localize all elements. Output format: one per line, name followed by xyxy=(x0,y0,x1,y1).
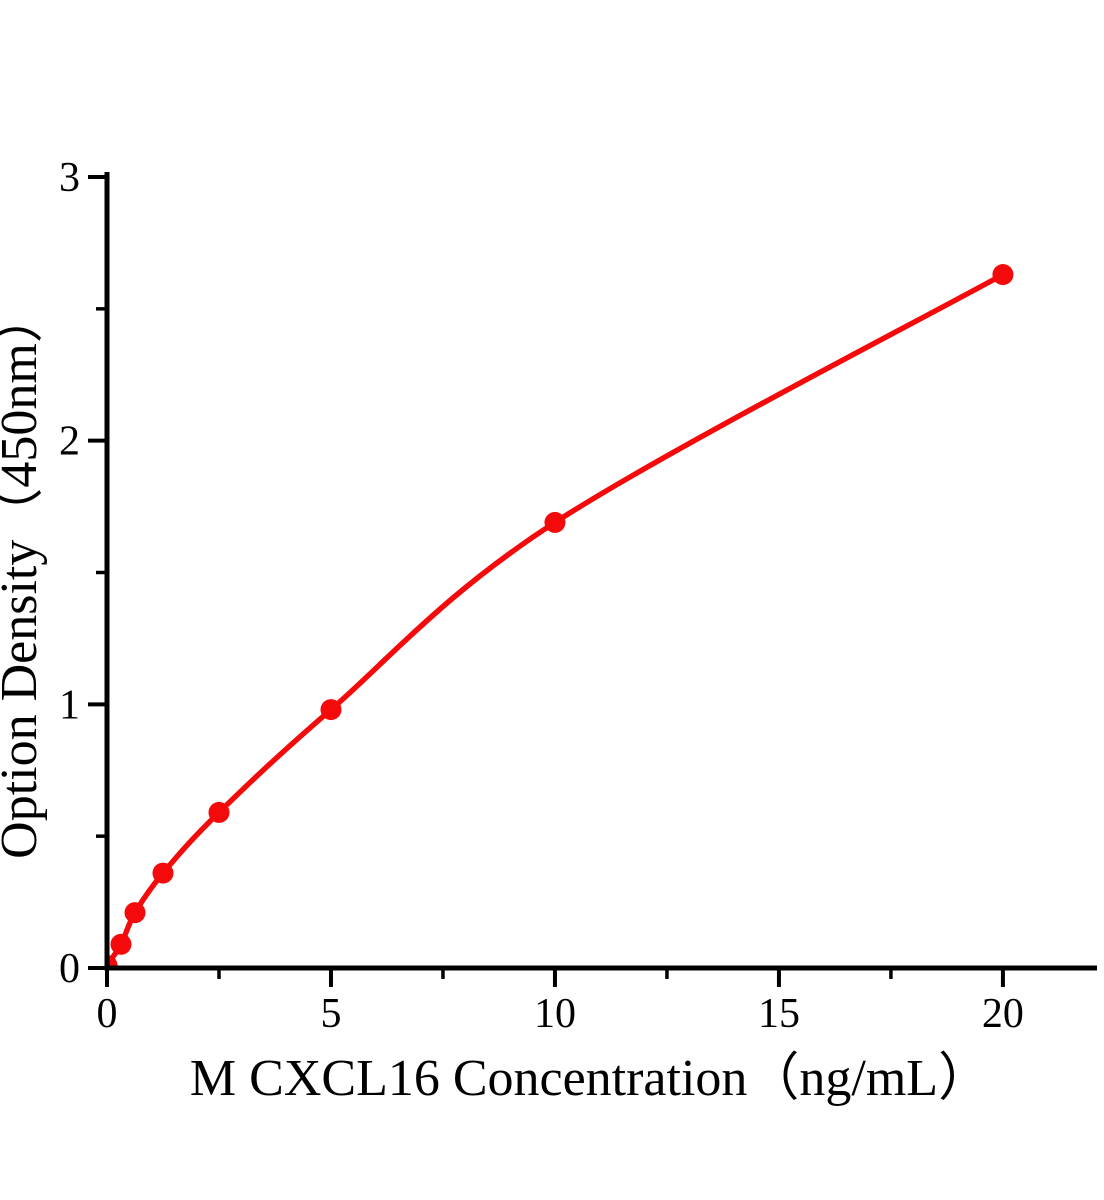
data-point xyxy=(544,511,566,533)
data-point xyxy=(992,264,1014,286)
x-tick-label: 20 xyxy=(982,991,1024,1037)
data-point xyxy=(107,954,118,968)
data-point xyxy=(320,699,342,721)
data-point xyxy=(110,933,132,955)
y-tick-label: 2 xyxy=(59,419,80,465)
y-axis-title: Option Density（450nm） xyxy=(0,291,48,859)
y-tick-label: 0 xyxy=(59,946,80,992)
x-tick-label: 10 xyxy=(534,991,576,1037)
x-tick-label: 0 xyxy=(97,991,118,1037)
data-point xyxy=(208,801,230,823)
y-tick-label: 1 xyxy=(59,682,80,728)
x-tick-label: 15 xyxy=(758,991,800,1037)
standard-curve-series xyxy=(107,264,1014,968)
x-tick-label: 5 xyxy=(320,991,341,1037)
axes: 0 5 10 15 20 0 1 2 3 xyxy=(59,155,1097,1037)
x-axis-title: M CXCL16 Concentration（ng/mL） xyxy=(190,1050,990,1107)
data-point xyxy=(152,862,174,884)
standard-curve-line xyxy=(107,271,1006,968)
y-tick-label: 3 xyxy=(59,155,80,201)
data-point xyxy=(124,902,146,924)
